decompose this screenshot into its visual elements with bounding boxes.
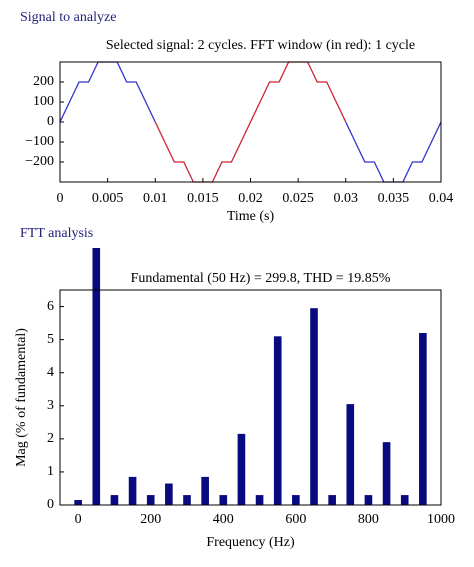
signal-line	[154, 61, 347, 183]
x-tick-label: 0.02	[238, 191, 263, 206]
bar	[146, 495, 155, 505]
y-tick-label: 4	[47, 365, 54, 380]
x-tick-label: 0.035	[378, 191, 410, 206]
chart-title: Selected signal: 2 cycles. FFT window (i…	[106, 38, 415, 53]
bar	[237, 433, 246, 505]
y-tick-label: 1	[47, 464, 54, 479]
panel-title: Signal to analyze	[20, 10, 116, 25]
x-tick-label: 0.005	[92, 191, 124, 206]
y-tick-label: −100	[25, 134, 54, 149]
x-tick-label: 0.01	[143, 191, 168, 206]
y-tick-label: 0	[47, 497, 54, 512]
x-axis-label: Frequency (Hz)	[206, 535, 295, 550]
bar	[310, 308, 318, 505]
chart-title: Fundamental (50 Hz) = 299.8, THD = 19.85…	[131, 271, 391, 286]
panel-title: FTT analysis	[20, 226, 93, 241]
y-tick-label: 0	[47, 114, 54, 129]
bar	[273, 336, 282, 505]
bar	[400, 495, 409, 505]
x-axis-label: Time (s)	[227, 209, 275, 224]
y-tick-label: 5	[47, 332, 54, 347]
x-tick-label: 400	[213, 512, 234, 527]
bar	[92, 248, 101, 505]
bar	[165, 483, 173, 505]
x-tick-label: 0.015	[187, 191, 219, 206]
x-tick-label: 0	[57, 191, 64, 206]
x-tick-label: 0.025	[282, 191, 314, 206]
axes-box	[59, 289, 442, 506]
bar	[74, 500, 82, 505]
bar	[219, 495, 228, 505]
bar	[110, 495, 119, 505]
x-tick-label: 200	[140, 512, 161, 527]
bar	[364, 495, 373, 505]
x-tick-label: 1000	[427, 512, 455, 527]
x-tick-label: 0.04	[429, 191, 454, 206]
y-axis-label: Mag (% of fundamental)	[14, 328, 29, 467]
x-tick-label: 800	[358, 512, 379, 527]
bar	[255, 495, 264, 505]
bar	[201, 476, 209, 505]
axes-box	[59, 61, 442, 183]
y-tick-label: 200	[33, 74, 54, 89]
x-tick-label: 0.03	[334, 191, 359, 206]
y-tick-label: 100	[33, 94, 54, 109]
bar	[382, 442, 391, 505]
bar	[292, 495, 300, 505]
y-tick-label: 2	[47, 431, 54, 446]
bar	[183, 495, 191, 505]
y-tick-label: 6	[47, 299, 54, 314]
bar	[128, 476, 137, 505]
y-tick-label: 3	[47, 398, 54, 413]
bar	[419, 333, 427, 505]
bar	[346, 404, 355, 505]
y-tick-label: −200	[25, 154, 54, 169]
x-tick-label: 0	[75, 512, 82, 527]
bar	[328, 495, 336, 505]
x-tick-label: 600	[285, 512, 306, 527]
